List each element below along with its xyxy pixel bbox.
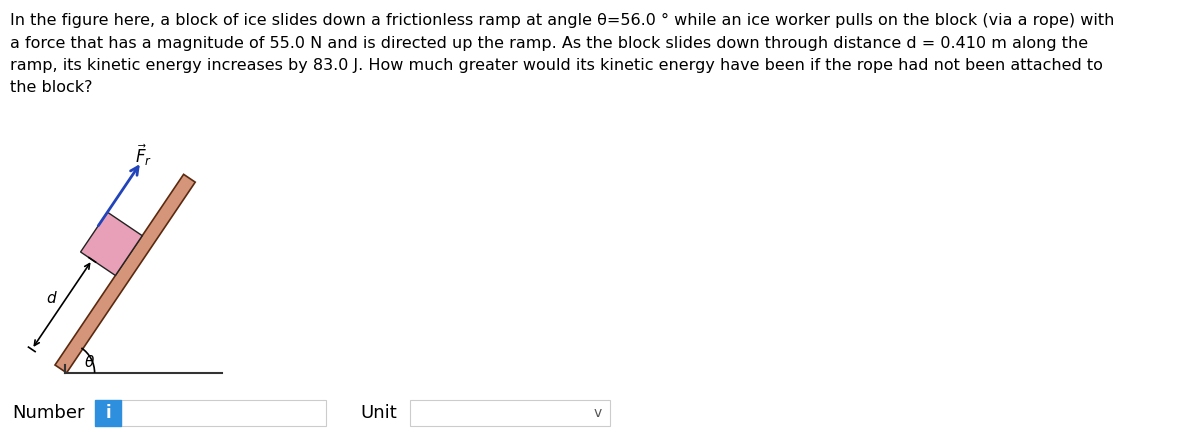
Polygon shape bbox=[80, 212, 143, 276]
Text: Unit: Unit bbox=[360, 404, 397, 422]
Text: i: i bbox=[106, 404, 110, 422]
Polygon shape bbox=[55, 175, 196, 373]
Text: $d$: $d$ bbox=[46, 290, 58, 306]
FancyBboxPatch shape bbox=[121, 400, 326, 426]
Text: In the figure here, a block of ice slides down a frictionless ramp at angle θ=56: In the figure here, a block of ice slide… bbox=[10, 13, 1114, 95]
Text: $\vec{F}_r$: $\vec{F}_r$ bbox=[136, 143, 152, 168]
Text: $\theta$: $\theta$ bbox=[84, 354, 96, 370]
Text: v: v bbox=[594, 406, 602, 420]
FancyBboxPatch shape bbox=[95, 400, 121, 426]
Text: Number: Number bbox=[12, 404, 84, 422]
FancyBboxPatch shape bbox=[410, 400, 610, 426]
